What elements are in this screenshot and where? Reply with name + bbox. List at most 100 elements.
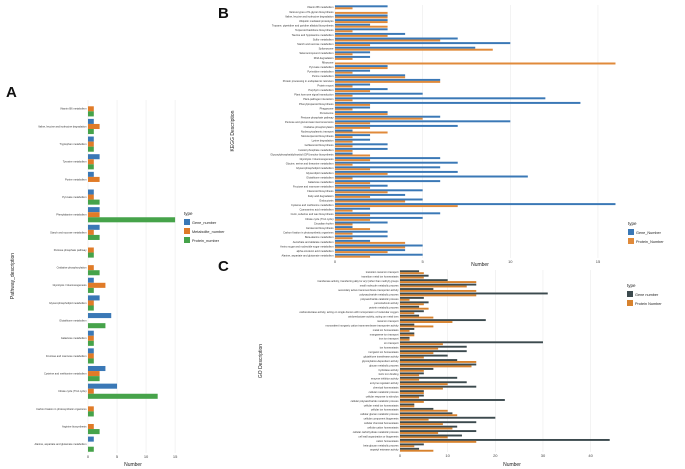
bar-c-0-36 (400, 430, 477, 433)
category-label-b-2: Valine, leucine and isoleucine degradati… (285, 14, 334, 18)
bar-c-0-23 (400, 372, 424, 375)
bar-a-1-4 (88, 176, 100, 182)
category-label-a-14: Fructose and mannose metabolism (46, 354, 87, 358)
y-axis-title-b: KEGG Description (230, 110, 236, 151)
bar-c-1-25 (400, 383, 448, 386)
chart-panel-c: transition metal ion transporttransition… (258, 270, 662, 468)
category-label-c-9: oxidoreductase activity, acting on singl… (299, 310, 399, 314)
category-label-b-38: Galactose metabolism (308, 180, 334, 184)
bar-a-1-5 (88, 194, 94, 200)
category-label-c-23: ferric iron binding (379, 372, 399, 376)
bar-a-2-19 (88, 446, 94, 452)
bar-b-1-47 (335, 223, 353, 226)
bar-c-0-29 (400, 399, 505, 401)
legend-label-a-0: Gene_number (192, 221, 217, 225)
category-label-b-17: Protein export (317, 83, 333, 87)
bar-c-0-6 (400, 296, 424, 299)
bar-c-1-32 (400, 414, 458, 417)
bar-a-2-12 (88, 323, 106, 329)
bar-c-1-5 (400, 294, 477, 297)
x-tick-label-b-2: 10 (508, 259, 513, 264)
category-label-c-30: cellular metal ion homeostasis (364, 403, 399, 407)
bar-b-0-5 (335, 28, 388, 31)
legend-swatch-b-0 (628, 229, 634, 235)
bar-c-0-33 (400, 416, 496, 419)
bar-b-0-49 (335, 230, 388, 233)
bar-c-1-12 (400, 325, 434, 328)
category-label-b-19: Plant hormone signal transduction (294, 93, 334, 97)
bar-b-0-42 (335, 198, 423, 201)
bar-b-1-3 (335, 21, 388, 24)
category-label-c-10: oxidoreductase activity, acting on metal… (348, 315, 399, 319)
bar-c-1-14 (400, 334, 415, 337)
category-label-c-4: secondary active transmembrane transport… (338, 288, 399, 292)
category-label-b-12: Ribosome (322, 60, 334, 64)
bar-b-1-11 (335, 57, 353, 60)
bar-a-1-15 (88, 371, 100, 377)
bar-a-0-4 (88, 171, 94, 177)
bar-b-0-45 (335, 212, 441, 215)
bar-a-2-8 (88, 252, 94, 258)
category-label-a-0: Vitamin B6 metabolism (60, 107, 86, 111)
bar-c-0-0 (400, 270, 420, 273)
bar-c-1-2 (400, 281, 477, 284)
bar-b-1-16 (335, 80, 441, 83)
bar-b-1-38 (335, 182, 371, 185)
bar-a-0-7 (88, 224, 100, 230)
bar-a-1-9 (88, 265, 94, 271)
bar-b-1-27 (335, 131, 388, 134)
bar-b-1-50 (335, 237, 353, 240)
bar-c-0-10 (400, 314, 420, 317)
bar-a-1-7 (88, 229, 94, 235)
legend-label-a-2: Protein_number (192, 239, 220, 243)
bar-b-0-15 (335, 74, 406, 77)
bar-c-1-26 (400, 387, 443, 390)
category-label-b-31: Inositol phosphate metabolism (298, 148, 333, 152)
category-label-b-50: Beta-alanine metabolism (305, 235, 334, 239)
bar-b-1-5 (335, 30, 353, 33)
category-label-c-24: enzyme inhibitor activity (371, 377, 399, 381)
bar-b-0-35 (335, 166, 441, 169)
bar-a-2-9 (88, 270, 100, 276)
category-label-b-53: alpha-Linolenic acid metabolism (297, 249, 334, 253)
bar-c-1-0 (400, 272, 424, 275)
category-label-b-42: Endocytosis (320, 198, 335, 202)
bar-b-1-23 (335, 113, 388, 116)
bar-c-1-4 (400, 289, 477, 292)
category-label-b-30: Isoflavonoid biosynthesis (305, 143, 335, 147)
bar-c-0-8 (400, 305, 420, 308)
bar-a-0-6 (88, 207, 100, 213)
category-label-b-27: Nucleocytoplasmic transport (301, 129, 334, 133)
bar-b-0-22 (335, 106, 371, 109)
bar-b-0-25 (335, 120, 511, 123)
bar-b-0-18 (335, 88, 388, 91)
category-label-c-16: ion transport (384, 341, 399, 345)
category-label-c-37: cell wall organization or biogenesis (358, 434, 399, 438)
bar-a-0-19 (88, 436, 94, 442)
plot-area-a (88, 100, 178, 453)
bar-b-1-29 (335, 140, 353, 143)
bar-b-1-10 (335, 53, 353, 56)
bar-a-2-5 (88, 199, 100, 205)
bar-c-1-20 (400, 361, 477, 363)
bar-b-0-3 (335, 19, 388, 22)
bar-b-0-51 (335, 239, 371, 242)
bar-c-1-15 (400, 338, 410, 341)
bar-a-0-16 (88, 383, 118, 389)
bar-b-0-54 (335, 253, 423, 256)
category-label-c-0: transition metal ion transport (366, 270, 399, 274)
category-label-c-8: protein metabolic process (369, 306, 399, 310)
bar-a-2-11 (88, 305, 94, 311)
bar-b-1-21 (335, 103, 371, 106)
bar-c-0-20 (400, 359, 458, 361)
bar-c-0-34 (400, 421, 477, 424)
bar-b-1-8 (335, 44, 371, 47)
category-label-b-39: Fructose and mannose metabolism (293, 185, 334, 189)
bar-a-1-0 (88, 106, 94, 112)
category-label-c-38: cation homeostasis (376, 439, 399, 443)
bar-b-0-47 (335, 221, 388, 224)
bar-c-0-5 (400, 292, 548, 295)
bar-b-0-11 (335, 55, 371, 58)
legend-title-c: type (627, 283, 636, 288)
bar-b-1-52 (335, 246, 406, 249)
